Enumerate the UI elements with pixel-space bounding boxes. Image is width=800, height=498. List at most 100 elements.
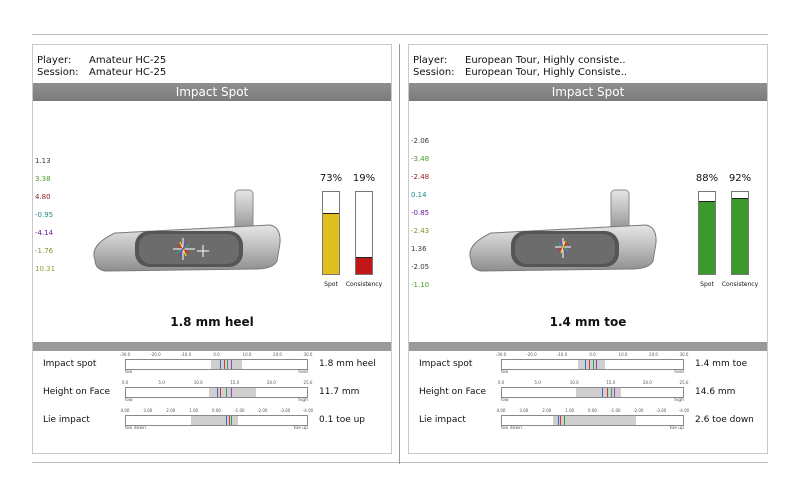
axis-value: -1.76 xyxy=(35,247,54,255)
scale-end-right: high xyxy=(674,398,684,403)
tick-label: 10.0 xyxy=(618,352,628,357)
metric-track xyxy=(501,415,684,426)
impact-line xyxy=(229,416,231,425)
scale-end-left: low xyxy=(125,398,133,403)
impact-line xyxy=(559,416,561,425)
metric-label: Lie impact xyxy=(419,415,466,425)
session-value: European Tour, Highly Consiste.. xyxy=(465,67,628,78)
impact-line xyxy=(610,388,612,397)
session-value: Amateur HC-25 xyxy=(89,67,167,78)
metric-scale-ends: toe down toe up xyxy=(501,426,684,431)
scale-end-left: toe xyxy=(125,370,133,375)
metric-row: Impact spot -30.0 -20.0 -10.0 0.0 10.0 20.0 30.… xyxy=(409,351,767,379)
tick-label: 20.0 xyxy=(649,352,658,357)
metric-track xyxy=(501,359,684,370)
impact-line xyxy=(230,360,232,369)
spot-percent: 88% xyxy=(695,173,719,184)
impact-line xyxy=(227,360,229,369)
tick-label: 0.0 xyxy=(589,352,596,357)
scale-end-right: toe up xyxy=(293,426,308,431)
tick-label: 20.0 xyxy=(273,352,282,357)
player-line: Player: European Tour, Highly consiste.. xyxy=(413,55,626,66)
consistency-gauge-marker xyxy=(732,198,748,199)
metric-value: 1.8 mm heel xyxy=(319,359,376,369)
scale-end-right: heel xyxy=(298,370,308,375)
consistency-percent: 92% xyxy=(728,173,752,184)
tick-label: 1.00 xyxy=(189,408,199,413)
metric-scale-ticks: -30.0 -20.0 -10.0 0.0 10.0 20.0 30.0 xyxy=(496,352,689,358)
section-header: Impact Spot xyxy=(33,83,391,101)
impact-axis-values: -2.06 -3.48 -2.48 0.14 -0.85 -2.43 1.36 -2.05 -1… xyxy=(411,137,429,299)
tick-label: 20.0 xyxy=(642,380,652,385)
spot-percent: 73% xyxy=(319,173,343,184)
metric-track xyxy=(125,387,308,398)
tick-label: 4.00 xyxy=(120,408,130,413)
tick-label: -1.00 xyxy=(610,408,621,413)
impact-line xyxy=(220,360,222,369)
tick-label: 0.0 xyxy=(121,380,129,385)
impact-line xyxy=(606,388,608,397)
metrics-list: Impact spot -30.0 -20.0 -10.0 0.0 10.0 20.0 30.… xyxy=(409,351,767,441)
metric-scale-ends: toe down toe up xyxy=(125,426,308,431)
tick-label: 15.0 xyxy=(230,380,240,385)
impact-result: 1.4 mm toe xyxy=(549,315,627,329)
player-label: Player: xyxy=(37,55,72,66)
player-label: Player: xyxy=(413,55,448,66)
impact-line xyxy=(225,388,227,397)
axis-value: 1.13 xyxy=(35,157,51,165)
impact-line xyxy=(225,416,227,425)
scale-end-right: toe up xyxy=(669,426,684,431)
impact-line xyxy=(230,416,232,425)
tick-label: 0.00 xyxy=(588,408,597,413)
scale-end-left: low xyxy=(501,398,509,403)
impact-line xyxy=(596,360,598,369)
tick-label: 25.0 xyxy=(303,380,313,385)
tick-label: -30.0 xyxy=(495,352,507,357)
putter-head-image xyxy=(93,189,281,272)
tick-label: -3.00 xyxy=(279,408,291,413)
metric-track xyxy=(125,359,308,370)
tick-label: -4.00 xyxy=(678,408,690,413)
metric-label: Height on Face xyxy=(43,387,111,397)
tick-label: -10.0 xyxy=(180,352,192,357)
impact-line xyxy=(216,388,218,397)
impact-marks-cluster xyxy=(173,238,209,260)
scale-end-right: high xyxy=(298,398,308,403)
metric-value: 14.6 mm xyxy=(695,387,736,397)
tick-label: -2.00 xyxy=(257,408,268,413)
impact-result: 1.8 mm heel xyxy=(170,315,254,329)
metric-scale-ticks: 0.0 5.0 10.0 15.0 20.0 25.0 xyxy=(497,380,689,386)
tick-label: 3.00 xyxy=(143,408,153,413)
spot-gauge xyxy=(698,191,716,275)
axis-value: -2.48 xyxy=(411,173,430,181)
metric-scale-ticks: 4.00 3.00 2.00 1.00 0.00 -1.00 -2.00 -3.00 -4.00 xyxy=(497,408,690,414)
axis-value: -2.43 xyxy=(411,227,430,235)
tick-label: -30.0 xyxy=(119,352,131,357)
right-panel: Player: European Tour, Highly consiste.. … xyxy=(408,44,768,454)
axis-value: -3.48 xyxy=(411,155,430,163)
metric-label: Height on Face xyxy=(419,387,487,397)
metric-row: Impact spot -30.0 -20.0 -10.0 0.0 10.0 20.0 30.… xyxy=(33,351,391,379)
session-line: Session: European Tour, Highly Consiste.. xyxy=(413,67,627,78)
axis-value: -4.14 xyxy=(35,229,54,237)
metric-row: Lie impact 4.00 3.00 2.00 1.00 0.00 -1.00 -2.00… xyxy=(33,407,391,435)
metric-row: Height on Face 0.0 5.0 10.0 15.0 20.0 25.0 low h… xyxy=(409,379,767,407)
spot-gauge-label: Spot xyxy=(324,281,338,288)
left-panel: Player: Amateur HC-25 Session: Amateur HC-… xyxy=(32,44,392,454)
metric-value: 11.7 mm xyxy=(319,387,360,397)
impact-line xyxy=(563,416,565,425)
axis-value: 3.38 xyxy=(35,175,51,183)
axis-value: 0.14 xyxy=(411,191,427,199)
tick-label: 5.0 xyxy=(158,380,165,385)
tick-label: -10.0 xyxy=(556,352,568,357)
axis-value: -2.06 xyxy=(411,137,430,145)
tick-label: 0.0 xyxy=(497,380,505,385)
axis-value: 10.31 xyxy=(35,265,56,273)
metric-scale-ticks: 0.0 5.0 10.0 15.0 20.0 25.0 xyxy=(121,380,313,386)
tick-label: 10.0 xyxy=(242,352,252,357)
tick-label: 2.00 xyxy=(166,408,176,413)
impact-line xyxy=(601,388,603,397)
session-label: Session: xyxy=(37,67,79,78)
consistency-gauge-label: Consistency xyxy=(345,281,383,288)
consistency-percent: 19% xyxy=(352,173,376,184)
